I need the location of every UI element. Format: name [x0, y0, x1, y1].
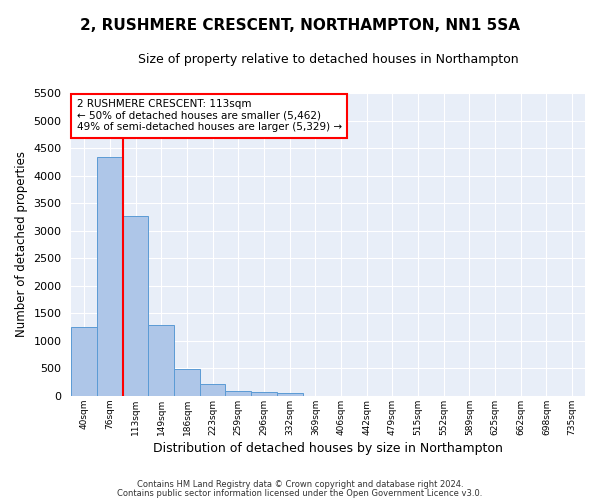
Bar	[174, 369, 200, 396]
Bar	[226, 391, 251, 396]
Y-axis label: Number of detached properties: Number of detached properties	[15, 152, 28, 338]
Bar	[277, 393, 302, 396]
Bar	[71, 326, 97, 396]
Text: Contains public sector information licensed under the Open Government Licence v3: Contains public sector information licen…	[118, 488, 482, 498]
Bar	[148, 326, 174, 396]
Bar	[97, 158, 123, 396]
Bar	[251, 392, 277, 396]
Text: 2, RUSHMERE CRESCENT, NORTHAMPTON, NN1 5SA: 2, RUSHMERE CRESCENT, NORTHAMPTON, NN1 5…	[80, 18, 520, 32]
Bar	[200, 384, 226, 396]
Text: 2 RUSHMERE CRESCENT: 113sqm
← 50% of detached houses are smaller (5,462)
49% of : 2 RUSHMERE CRESCENT: 113sqm ← 50% of det…	[77, 99, 341, 132]
Bar	[123, 216, 148, 396]
Text: Contains HM Land Registry data © Crown copyright and database right 2024.: Contains HM Land Registry data © Crown c…	[137, 480, 463, 489]
X-axis label: Distribution of detached houses by size in Northampton: Distribution of detached houses by size …	[153, 442, 503, 455]
Title: Size of property relative to detached houses in Northampton: Size of property relative to detached ho…	[138, 52, 518, 66]
